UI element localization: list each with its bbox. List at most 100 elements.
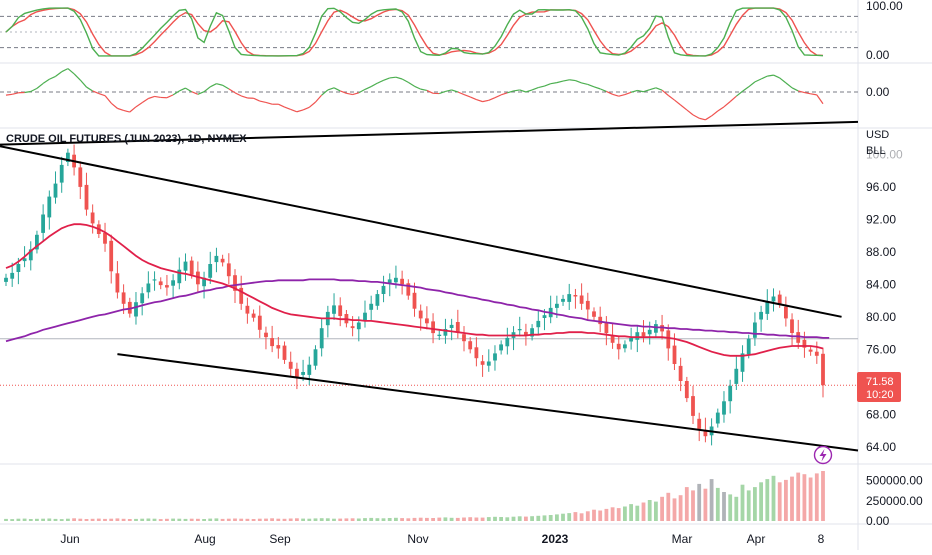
candle-body (394, 278, 398, 283)
candle-body (778, 295, 782, 304)
oscillator-segment (266, 102, 272, 104)
price-axis[interactable]: 100.000.000.00100.0096.0092.0088.0084.00… (866, 0, 923, 528)
volume-bar (419, 518, 423, 521)
candle-body (809, 350, 813, 352)
candle-body (592, 311, 596, 316)
oscillator-segment (569, 80, 575, 81)
candle-body (215, 256, 219, 262)
oscillator-segment (49, 76, 55, 79)
candle-body (47, 197, 51, 218)
oscillator-segment (31, 88, 37, 91)
candle-body (227, 263, 231, 276)
candle-body (722, 401, 726, 414)
oscillator-segment (62, 69, 68, 72)
volume-bar (295, 518, 299, 521)
candle-body (784, 307, 788, 319)
oscillator-segment (291, 109, 297, 111)
volume-bar (759, 482, 763, 521)
volume-bar (487, 517, 491, 521)
time-tick: Sep (269, 532, 291, 546)
volume-bar (530, 516, 534, 521)
volume-bar (351, 518, 355, 521)
oscillator-segment (755, 79, 761, 82)
volume-bar (338, 519, 342, 521)
oscillator-segment (130, 107, 136, 112)
oscillator-mid-tick: 0.00 (866, 85, 890, 99)
volume-bar (697, 484, 701, 521)
volume-bar (307, 519, 311, 521)
candle-body (450, 325, 454, 328)
volume-bar (716, 488, 720, 521)
volume-bar (301, 519, 305, 521)
candle-body (728, 386, 732, 401)
oscillator-segment (365, 87, 371, 90)
candle-body (815, 352, 819, 356)
candle-body (413, 293, 417, 309)
price-tick: 96.00 (866, 180, 896, 194)
volume-bar (561, 514, 565, 521)
oscillator-segment (761, 76, 767, 79)
oscillator-segment (526, 90, 532, 92)
volume-bar (270, 518, 274, 521)
oscillator-segment (111, 103, 117, 108)
oscillator-segment (278, 104, 284, 107)
candle-body (666, 330, 670, 348)
oscillator-segment (86, 87, 92, 91)
oscillator-segment (563, 80, 569, 81)
volume-bar (790, 477, 794, 521)
volume-bar (617, 508, 621, 521)
oscillator-segment (315, 95, 321, 102)
oscillator-segment (662, 90, 668, 95)
volume-bar (679, 495, 683, 521)
candle-body (4, 278, 8, 282)
candle-body (747, 339, 751, 355)
candle-body (481, 361, 485, 365)
oscillator-segment (322, 90, 328, 95)
volume-bar (215, 518, 219, 521)
volume-bar (10, 519, 14, 521)
price-tick: 80.00 (866, 310, 896, 324)
oscillator-segment (514, 90, 520, 91)
candle-body (270, 338, 274, 346)
oscillator-segment (489, 98, 495, 101)
volume-bar (258, 519, 262, 521)
oscillator-segment (687, 110, 693, 115)
candle-body (462, 334, 466, 341)
volume-bar (369, 518, 373, 521)
volume-bar (357, 519, 361, 522)
price-tick: 92.00 (866, 212, 896, 226)
candle-body (165, 285, 169, 287)
oscillator-top-pane (0, 8, 858, 56)
oscillator-segment (402, 79, 408, 82)
oscillator-segment (470, 97, 476, 100)
volume-bar (345, 518, 349, 521)
volume-bar (772, 476, 776, 521)
volume-bar (60, 519, 64, 521)
time-tick: Aug (194, 532, 215, 546)
oscillator-segment (408, 82, 414, 86)
volume-bar (190, 519, 194, 521)
oscillator-segment (185, 88, 191, 92)
oscillator-segment (124, 110, 130, 112)
candle-body (419, 311, 423, 319)
oscillator-segment (619, 95, 625, 97)
volume-bar (555, 514, 559, 521)
lightning-bolt-icon[interactable] (815, 447, 832, 464)
volume-bar (165, 519, 169, 521)
candle-body (617, 344, 621, 350)
oscillator-segment (421, 89, 427, 90)
candle-body (190, 261, 194, 275)
volume-bar (710, 479, 714, 521)
candle-body (320, 328, 324, 348)
last-price-badge: 71.58 10:20 (857, 372, 901, 402)
oscillator-segment (674, 100, 680, 105)
oscillator-segment (216, 84, 222, 86)
candle-body (252, 314, 256, 318)
volume-bar (91, 519, 95, 521)
oscillator-segment (334, 88, 340, 91)
candle-body (518, 329, 522, 330)
candle-body (679, 366, 683, 381)
volume-bar (505, 517, 509, 521)
